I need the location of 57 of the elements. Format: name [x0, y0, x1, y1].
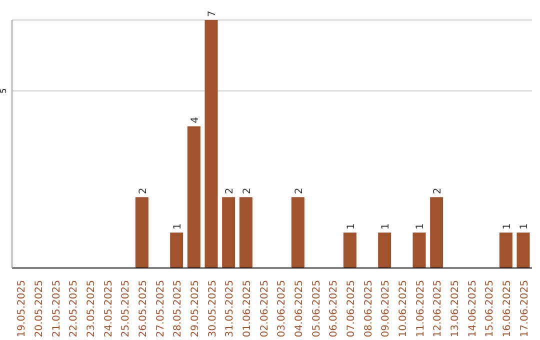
- x-tick-label: 15.06.2025: [484, 280, 496, 338]
- bar: [499, 232, 512, 268]
- data-label: 1: [346, 223, 357, 230]
- x-tick-label: 22.05.2025: [68, 280, 80, 338]
- x-tick-label: 19.05.2025: [16, 280, 28, 338]
- x-tick-label: 04.06.2025: [294, 280, 305, 338]
- data-label: 2: [242, 188, 253, 194]
- x-tick-label: 28.05.2025: [172, 280, 184, 338]
- x-tick-label: 13.06.2025: [450, 280, 461, 338]
- data-label: 1: [172, 223, 184, 230]
- x-tick-label: 10.06.2025: [398, 280, 409, 338]
- data-label: 1: [415, 223, 426, 230]
- bar: [430, 197, 444, 268]
- x-tick-label: 31.05.2025: [224, 280, 236, 338]
- x-tick-label: 09.06.2025: [380, 280, 392, 338]
- data-label: 1: [519, 223, 530, 230]
- x-tick-label: 06.06.2025: [328, 280, 340, 338]
- x-tick-label: 05.06.2025: [311, 280, 322, 338]
- bar: [135, 197, 148, 268]
- bar: [239, 197, 252, 268]
- x-tick-label: 30.05.2025: [207, 280, 218, 338]
- bar: [516, 232, 530, 268]
- data-label: 1: [502, 223, 513, 230]
- data-label: 1: [380, 223, 392, 230]
- x-tick-label: 07.06.2025: [346, 280, 357, 338]
- y-tick-label: 5: [0, 88, 8, 94]
- data-label: 2: [224, 188, 236, 194]
- bar: [187, 126, 200, 268]
- data-label: 2: [138, 188, 149, 194]
- data-label: 2: [432, 188, 444, 194]
- bar: [291, 197, 304, 268]
- x-tick-label: 25.05.2025: [120, 280, 132, 338]
- x-tick-label: 21.05.2025: [51, 280, 62, 338]
- x-tick-label: 14.06.2025: [467, 280, 478, 338]
- x-tick-label: 01.06.2025: [242, 280, 253, 338]
- bar: [343, 232, 356, 268]
- data-label: 4: [190, 116, 201, 124]
- data-label: 7: [207, 10, 218, 17]
- x-tick-label: 20.05.2025: [34, 280, 45, 338]
- bar: [222, 197, 236, 268]
- bar: [412, 232, 426, 268]
- x-tick-label: 23.05.2025: [86, 280, 97, 338]
- x-tick-label: 03.06.2025: [276, 280, 288, 338]
- x-tick-label: 27.05.2025: [155, 280, 166, 338]
- x-tick-label: 16.06.2025: [502, 280, 513, 338]
- data-label: 2: [294, 188, 305, 194]
- x-tick-label: 29.05.2025: [190, 280, 201, 338]
- x-tick-label: 26.05.2025: [138, 280, 149, 338]
- x-tick-label: 08.06.2025: [363, 280, 374, 338]
- bar: [170, 232, 184, 268]
- x-tick-label: 12.06.2025: [432, 280, 444, 338]
- x-tick-label: 02.06.2025: [259, 280, 270, 338]
- bar: [204, 20, 218, 268]
- x-tick-label: 24.05.2025: [103, 280, 114, 338]
- x-tick-label: 17.06.2025: [519, 280, 530, 338]
- x-tick-label: 11.06.2025: [415, 280, 426, 338]
- bar: [378, 232, 392, 268]
